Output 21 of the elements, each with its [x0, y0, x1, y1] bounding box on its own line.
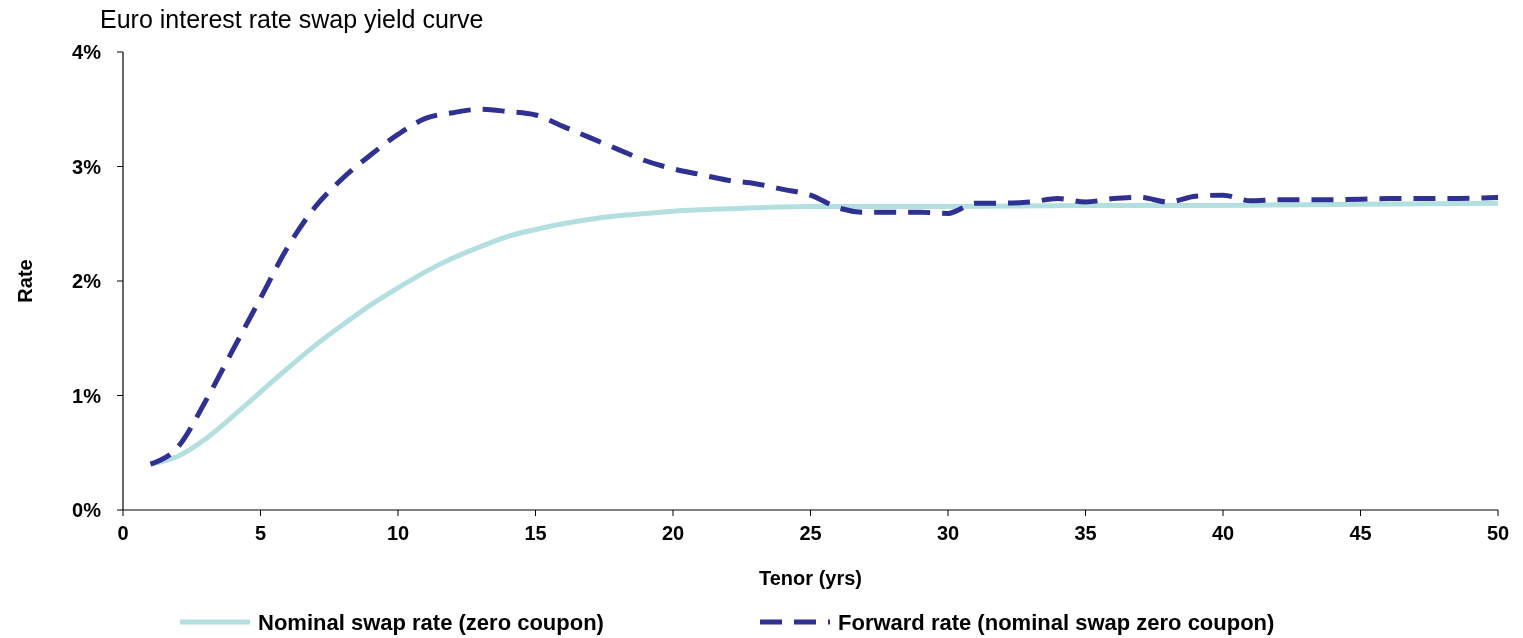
x-tick-label: 15 — [524, 522, 547, 544]
y-tick-label: 1% — [72, 384, 102, 407]
x-tick-label: 20 — [661, 522, 685, 544]
x-tick-label: 0 — [117, 522, 129, 544]
x-tick-label: 35 — [1074, 522, 1097, 544]
y-axis-title: Rate — [14, 259, 36, 303]
x-axis-title: Tenor (yrs) — [759, 567, 862, 589]
x-tick-label: 45 — [1349, 522, 1372, 544]
y-tick-label: 0% — [72, 499, 102, 521]
y-tick-label: 4% — [72, 41, 102, 63]
x-tick-label: 50 — [1486, 522, 1510, 544]
x-tick-label: 5 — [254, 522, 267, 544]
legend-label: Forward rate (nominal swap zero coupon) — [838, 609, 1275, 635]
x-tick-label: 40 — [1211, 522, 1235, 544]
y-tick-label: 2% — [72, 270, 102, 292]
x-tick-label: 10 — [386, 522, 410, 544]
legend-label: Nominal swap rate (zero coupon) — [258, 609, 604, 635]
y-tick-label: 3% — [72, 155, 102, 178]
chart-title: Euro interest rate swap yield curve — [100, 5, 484, 33]
x-tick-label: 25 — [799, 522, 822, 544]
x-tick-label: 30 — [936, 522, 960, 544]
